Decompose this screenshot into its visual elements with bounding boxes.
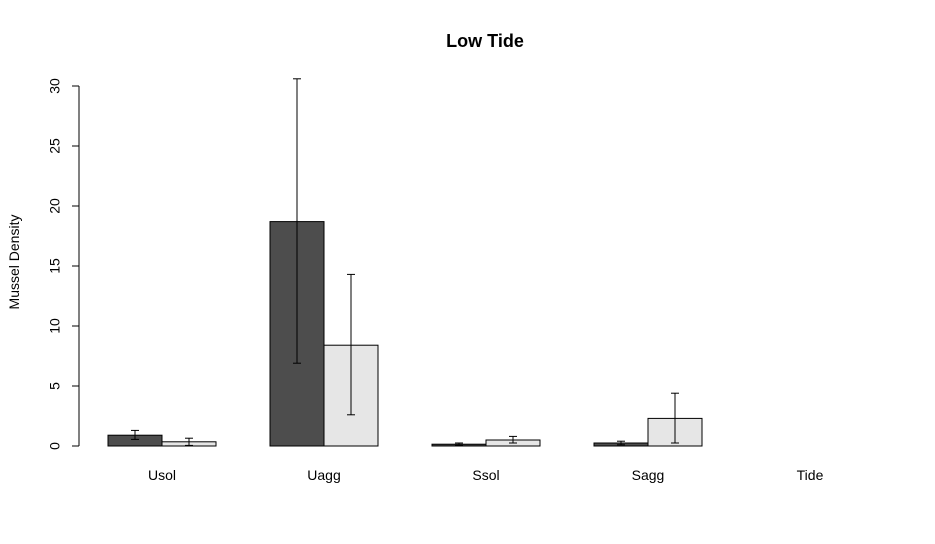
y-tick-label: 5 bbox=[47, 382, 63, 390]
error-bar-sagg-series-2 bbox=[671, 392, 679, 444]
y-tick-label: 30 bbox=[47, 78, 63, 94]
error-bar-sagg-series-1 bbox=[617, 440, 625, 446]
x-tick-label: Usol bbox=[148, 467, 176, 483]
x-tick-label: Sagg bbox=[632, 467, 665, 483]
y-tick-label: 15 bbox=[47, 258, 63, 274]
y-axis-ticks: 0 5 10 15 20 25 30 bbox=[47, 78, 79, 450]
x-axis-tick-labels: Usol Uagg Ssol Sagg Tide bbox=[148, 467, 824, 483]
bar-series bbox=[107, 221, 703, 447]
error-bar-ssol-series-1 bbox=[455, 442, 463, 446]
error-bar-usol-series-2 bbox=[185, 437, 193, 446]
error-bar-uagg-series-1 bbox=[293, 78, 301, 364]
y-tick-label: 0 bbox=[47, 442, 63, 450]
x-tick-label: Tide bbox=[797, 467, 824, 483]
error-bars bbox=[131, 78, 679, 446]
x-tick-label: Uagg bbox=[307, 467, 340, 483]
chart-title: Low Tide bbox=[446, 31, 524, 51]
y-axis-label: Mussel Density bbox=[6, 215, 22, 310]
y-tick-label: 25 bbox=[47, 138, 63, 154]
error-bar-usol-series-1 bbox=[131, 429, 139, 440]
y-tick-label: 10 bbox=[47, 318, 63, 334]
y-tick-label: 20 bbox=[47, 198, 63, 214]
x-tick-label: Ssol bbox=[472, 467, 499, 483]
error-bar-uagg-series-2 bbox=[347, 273, 355, 416]
error-bar-ssol-series-2 bbox=[509, 435, 517, 444]
